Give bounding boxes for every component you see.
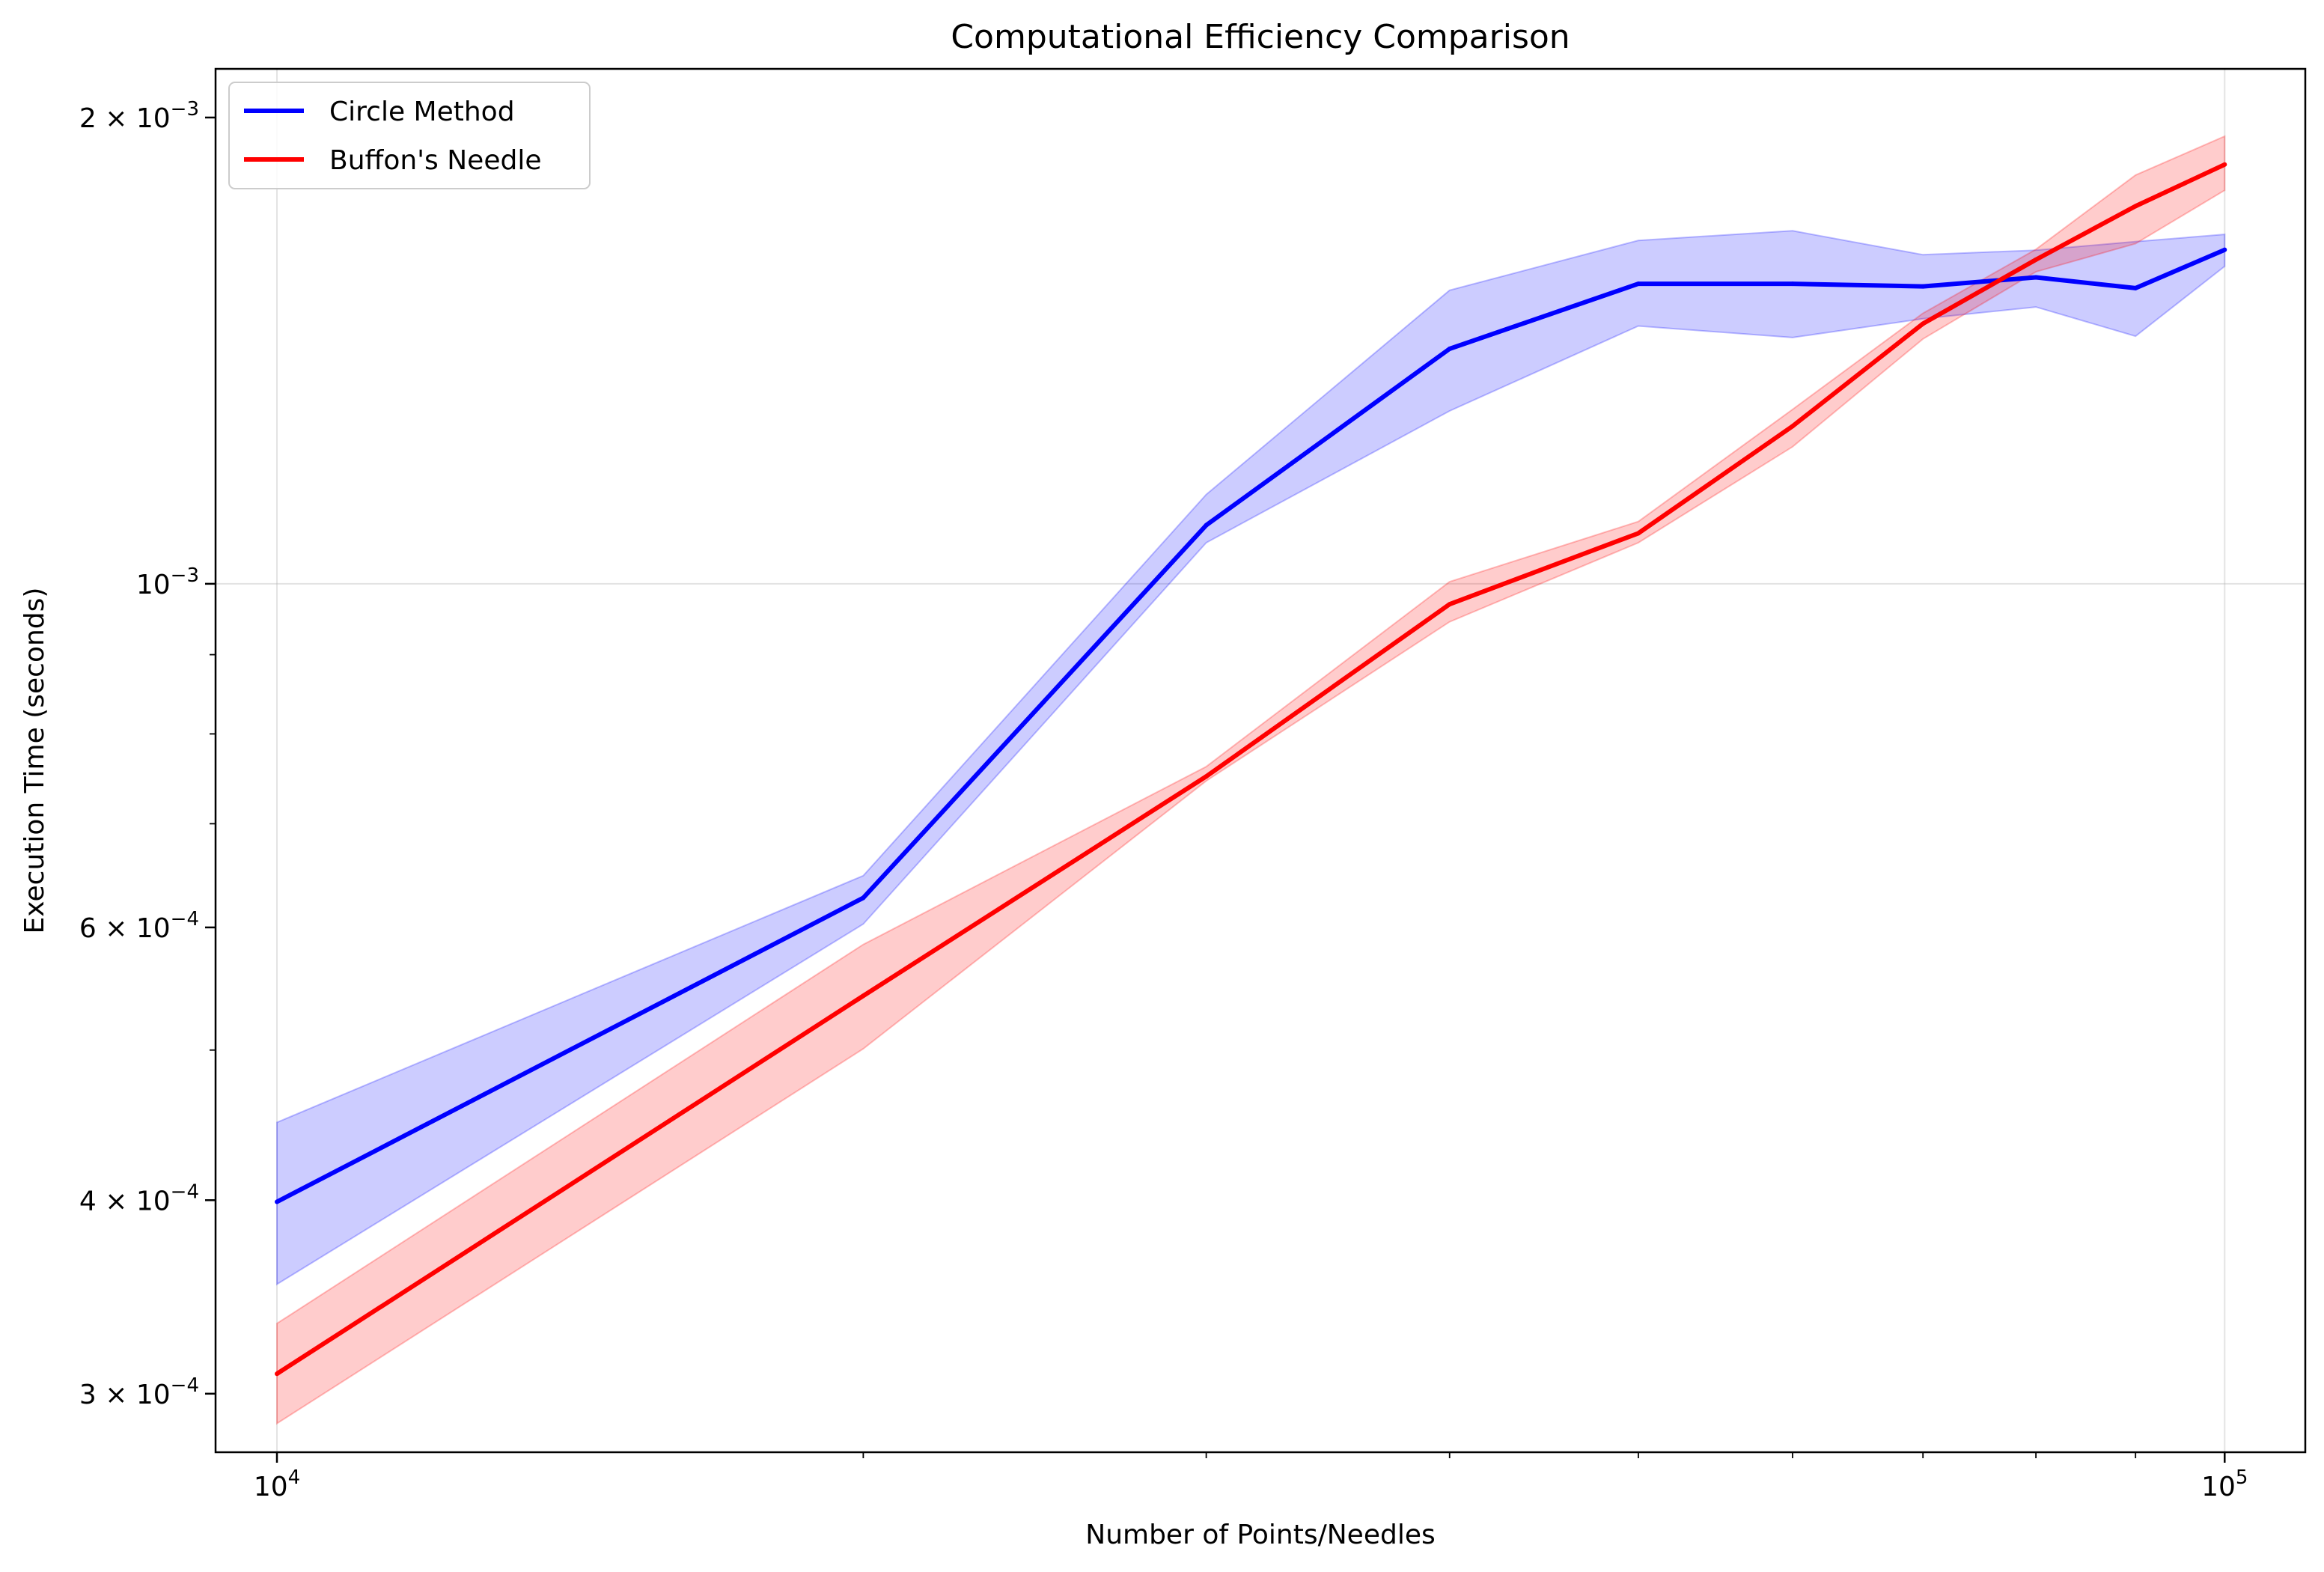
data-point-buffon-s-needle [1635,531,1641,536]
data-point-circle-method [1921,284,1926,289]
legend-label-circle-method: Circle Method [329,97,515,127]
data-point-circle-method [1635,281,1641,287]
series-line-buffon-s-needle [275,162,2226,1376]
x-tick-label: 104 [254,1466,300,1502]
chart-title: Computational Efficiency Comparison [951,18,1570,56]
data-point-buffon-s-needle [1204,774,1209,779]
data-point-circle-method [2133,285,2138,290]
data-point-buffon-s-needle [2222,162,2227,167]
y-tick-label: 10−3 [136,564,199,600]
band-circle-method [276,230,2226,1286]
data-point-circle-method [2034,275,2039,280]
series-line-circle-method [275,247,2226,1204]
data-point-circle-method [275,1199,280,1204]
data-point-circle-method [861,895,866,901]
legend-label-buffons-needle: Buffon's Needle [329,145,541,176]
axis-ticks: 104 105 3 × 10−4 4 × 10−4 6 × 10−4 10−3 2 × 10… [79,98,2248,1502]
legend-box [228,82,591,189]
data-point-buffon-s-needle [2133,204,2138,209]
x-tick-label: 105 [2201,1466,2248,1502]
plot-frame [214,67,2307,1454]
series-lines [275,162,2227,1377]
data-point-buffon-s-needle [1921,321,1926,326]
data-point-circle-method [1204,523,1209,528]
data-point-buffon-s-needle [275,1371,280,1377]
data-point-buffon-s-needle [1447,602,1452,607]
y-tick-label: 6 × 10−4 [79,908,199,944]
confidence-bands [276,135,2226,1425]
y-tick-label: 2 × 10−3 [79,98,199,134]
x-axis-label: Number of Points/Needles [1085,1520,1435,1550]
data-point-buffon-s-needle [861,993,866,999]
legend: Circle Method Buffon's Needle [228,82,591,189]
data-point-circle-method [1447,347,1452,352]
band-buffon-s-needle [276,135,2226,1425]
y-axis-label: Execution Time (seconds) [19,588,50,934]
data-point-buffon-s-needle [1790,424,1795,429]
data-point-circle-method [2222,247,2227,252]
y-tick-label: 4 × 10−4 [79,1180,199,1216]
data-point-buffon-s-needle [2034,257,2039,262]
data-point-circle-method [1790,281,1795,287]
grid [216,69,2305,1452]
y-tick-label: 3 × 10−4 [79,1374,199,1410]
